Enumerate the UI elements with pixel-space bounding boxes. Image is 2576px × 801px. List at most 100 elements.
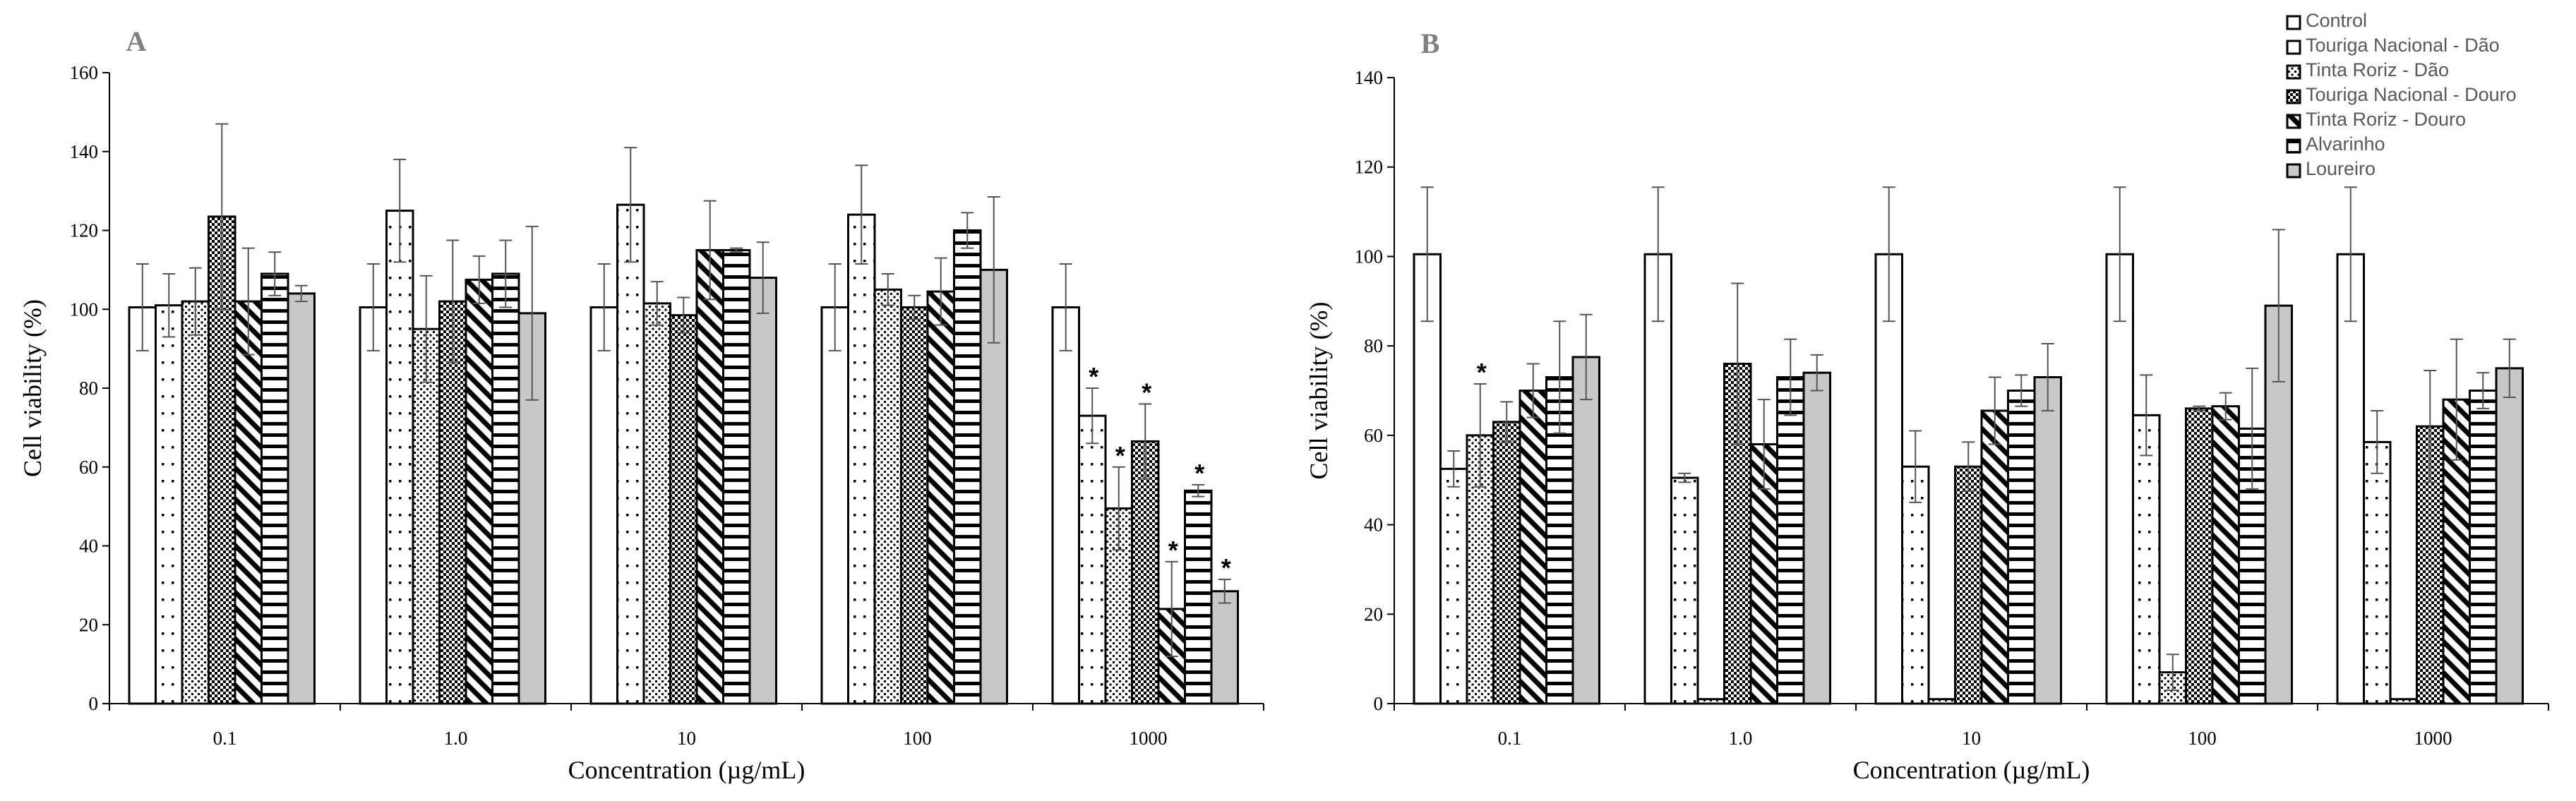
bar (1802, 371, 1831, 705)
y-tick-label: 0 (89, 693, 99, 714)
bar (847, 213, 876, 705)
x-axis-title: Concentration (µg/mL) (1853, 756, 2090, 784)
legend-label: Touriga Nacional - Dão (2306, 35, 2500, 56)
x-tick-label: 1.0 (1729, 728, 1753, 749)
x-tick-label: 10 (1962, 728, 1981, 749)
bar (491, 272, 520, 705)
bar (1051, 306, 1080, 705)
bar (2469, 390, 2498, 705)
bar (1776, 375, 1805, 705)
y-tick-label: 20 (79, 614, 98, 635)
x-axis-title: Concentration (µg/mL) (568, 756, 805, 784)
y-tick-label: 0 (1374, 693, 1384, 714)
bar (873, 288, 902, 705)
significance-marker: * (1194, 459, 1204, 488)
x-tick-label: 1.0 (444, 728, 468, 749)
bar (1210, 590, 1239, 705)
legend-swatch (2286, 114, 2301, 129)
bar (1518, 390, 1547, 705)
bar (2132, 414, 2161, 705)
panel-letter: A (126, 25, 147, 57)
bar (1670, 476, 1699, 705)
x-tick-label: 100 (903, 728, 932, 749)
bar (359, 306, 388, 705)
legend-label: Touriga Nacional - Douro (2306, 84, 2517, 105)
bar (260, 272, 289, 705)
y-axis-title: Cell viability (%) (18, 299, 47, 477)
y-tick-label: 40 (79, 536, 98, 557)
bar (234, 300, 263, 705)
bar (465, 278, 493, 705)
significance-marker: * (1477, 358, 1487, 387)
bar (1980, 409, 2009, 705)
legend-swatch (2286, 89, 2301, 104)
y-tick-label: 60 (1364, 425, 1383, 446)
bar (2007, 390, 2036, 705)
bar (1643, 253, 1672, 705)
significance-marker: * (1089, 362, 1098, 391)
legend-label: Control (2306, 10, 2367, 31)
bar (669, 314, 698, 705)
panel-letter: B (1421, 28, 1440, 59)
bar (2033, 375, 2062, 705)
chart-panel-a: A 0 20 40 60 80 100 120 140 160 0.1 1.0 10 100 1000 Con… (18, 25, 1264, 784)
bar (1927, 698, 1956, 705)
y-tick-label: 120 (1355, 157, 1384, 178)
bar (1723, 362, 1752, 705)
legend-label: Tinta Roriz - Douro (2306, 109, 2466, 130)
bar (1954, 465, 1983, 705)
legend-swatch (2286, 138, 2301, 154)
bar (2495, 367, 2524, 705)
y-tick-label: 60 (79, 457, 98, 478)
bar (1571, 356, 1600, 705)
significance-marker: * (1221, 553, 1231, 582)
bar (155, 304, 184, 705)
x-tick-label: 1000 (1130, 728, 1168, 749)
bar (181, 300, 210, 705)
y-tick-label: 120 (70, 220, 99, 241)
y-tick-label: 40 (1364, 514, 1383, 536)
x-tick-label: 100 (2188, 728, 2217, 749)
bar (589, 306, 618, 705)
bar (1078, 414, 1107, 705)
legend-label: Alvarinho (2306, 133, 2385, 155)
bar (1696, 698, 1725, 705)
bar (695, 248, 724, 705)
bar (642, 302, 671, 705)
bar (287, 292, 316, 705)
legend-label: Tinta Roriz - Dão (2306, 59, 2449, 80)
bar (2211, 405, 2240, 705)
y-tick-label: 140 (1355, 67, 1384, 88)
bar (2363, 440, 2392, 705)
y-tick-label: 160 (70, 62, 99, 83)
x-tick-label: 0.1 (1498, 728, 1522, 749)
bar (2389, 698, 2418, 705)
significance-marker: * (1142, 378, 1151, 406)
bar (979, 268, 1008, 705)
bar (2105, 253, 2134, 705)
bar (128, 306, 157, 705)
bar (1439, 467, 1468, 705)
bar (926, 290, 955, 705)
bar (722, 248, 751, 705)
bar (385, 210, 414, 705)
chart-legend: Control Touriga Nacional - Dão Tinta Roriz… (2286, 10, 2517, 179)
y-tick-label: 140 (70, 141, 99, 162)
bar (953, 229, 982, 705)
y-tick-label: 80 (79, 378, 98, 399)
legend-swatch (2286, 15, 2301, 30)
bar (1131, 440, 1160, 705)
y-tick-label: 80 (1364, 335, 1383, 356)
bar (1492, 421, 1521, 705)
x-tick-label: 10 (677, 728, 696, 749)
legend-swatch (2286, 40, 2301, 55)
bar (2185, 407, 2214, 705)
y-tick-label: 100 (1355, 246, 1384, 267)
bar (900, 306, 929, 705)
y-tick-label: 100 (70, 299, 99, 320)
chart-panel-b: B 0 20 40 60 80 100 120 140 0.1 1.0 10 100 1000 Concen… (1305, 28, 2549, 784)
bar (820, 306, 849, 705)
x-tick-label: 1000 (2414, 728, 2452, 749)
y-tick-label: 20 (1364, 603, 1383, 625)
